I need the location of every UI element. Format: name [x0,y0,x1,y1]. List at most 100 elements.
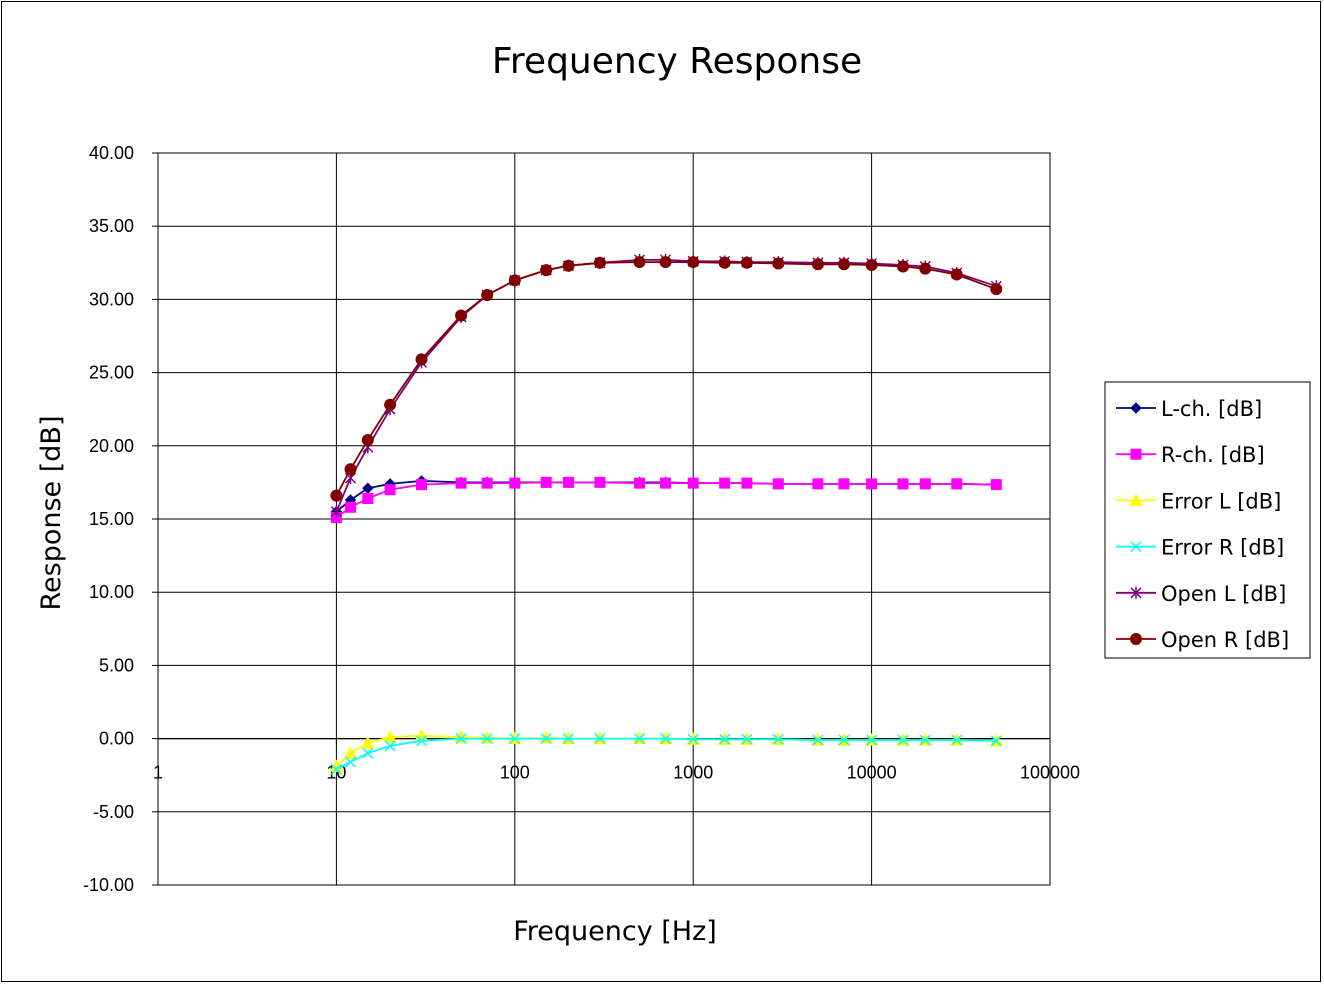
data-point [455,477,467,489]
data-point [344,463,357,476]
data-point [838,734,850,746]
legend: L-ch. [dB] R-ch. [dB] Error L [dB] Error R … [1104,381,1311,659]
data-point [812,478,824,490]
y-tick-label: 0.00 [99,729,134,749]
x-tick-label: 1000 [673,763,713,783]
data-point [633,256,646,269]
legend-marker [1129,493,1143,506]
data-point [919,478,931,490]
data-point [719,477,731,489]
data-point [594,733,606,745]
data-point [741,733,753,745]
y-axis-ticks: 40.00 35.00 30.00 25.00 20.00 15.00 10.00 5.00 0… [83,143,158,895]
data-point [362,493,374,505]
data-point [919,262,932,275]
legend-label: L-ch. [dB] [1161,397,1262,421]
data-point [480,730,495,744]
y-tick-label: 35.00 [89,216,134,236]
legend-box [1104,381,1311,659]
data-point [330,505,342,518]
data-point [659,256,672,269]
data-point [687,477,699,489]
chart-title: Frequency Response [492,41,862,82]
data-point [897,260,910,273]
y-tick-label: 10.00 [89,582,134,602]
data-point [951,734,963,746]
y-axis-label: Response [dB] [36,416,67,611]
data-point [812,734,824,746]
legend-item: Open L [dB] [1116,582,1286,606]
legend-item: Open R [dB] [1116,628,1289,652]
y-tick-label: 25.00 [89,363,134,383]
x-tick-label: 10000 [847,763,897,783]
series-open-r-db [330,256,1003,502]
data-point [384,398,397,411]
data-point [594,476,606,488]
data-point [415,353,428,366]
legend-item: L-ch. [dB] [1116,397,1262,421]
data-point [811,258,824,271]
data-point [360,735,375,749]
data-point [362,747,374,759]
data-point [687,256,700,269]
legend-marker [1130,541,1142,553]
data-point [508,274,521,287]
data-point [897,734,909,746]
data-point [687,733,699,745]
legend-label: Error L [dB] [1161,489,1281,513]
x-tick-label: 100000 [1020,763,1080,783]
legend-item: Error R [dB] [1116,536,1284,560]
data-point [481,733,493,745]
data-point [539,730,554,744]
data-point [416,479,428,491]
data-point [455,733,467,745]
data-point [919,734,931,746]
data-point [950,268,963,281]
series-error-r-db [330,733,1002,775]
x-tick-label: 1 [153,763,163,783]
data-point [990,283,1003,296]
data-point [990,735,1002,747]
data-point [741,477,753,489]
data-point [540,264,553,277]
data-point [660,477,672,489]
data-point [866,478,878,490]
x-axis-label: Frequency [Hz] [513,916,717,947]
data-point [330,489,343,502]
data-point [772,257,785,270]
legend-marker [1130,402,1142,414]
data-point [866,734,878,746]
legend-item: R-ch. [dB] [1116,443,1265,467]
data-point [540,733,552,745]
data-point [415,735,428,747]
data-point [383,730,397,743]
data-point [990,479,1002,491]
data-point [384,740,396,752]
data-point [361,433,374,446]
data-point [837,258,850,271]
y-tick-label: 40.00 [89,143,134,163]
legend-label: Error R [dB] [1161,536,1284,560]
data-point [344,756,357,768]
data-point [330,763,342,775]
y-tick-label: 20.00 [89,436,134,456]
data-point [897,478,909,490]
series-group [329,253,1004,775]
data-point [562,733,575,745]
data-point [509,477,521,489]
data-point [540,476,552,488]
data-point [633,733,646,745]
data-point [563,476,575,488]
data-point [740,256,753,269]
data-point [455,309,468,322]
legend-marker [1130,633,1142,645]
legend-label: Open L [dB] [1161,582,1286,606]
data-point [343,746,358,759]
legend-marker [1130,448,1142,460]
y-tick-label: 30.00 [89,289,134,309]
legend-label: Open R [dB] [1161,628,1289,652]
legend-label: R-ch. [dB] [1161,443,1265,467]
data-point [772,733,784,745]
data-point [384,484,396,496]
